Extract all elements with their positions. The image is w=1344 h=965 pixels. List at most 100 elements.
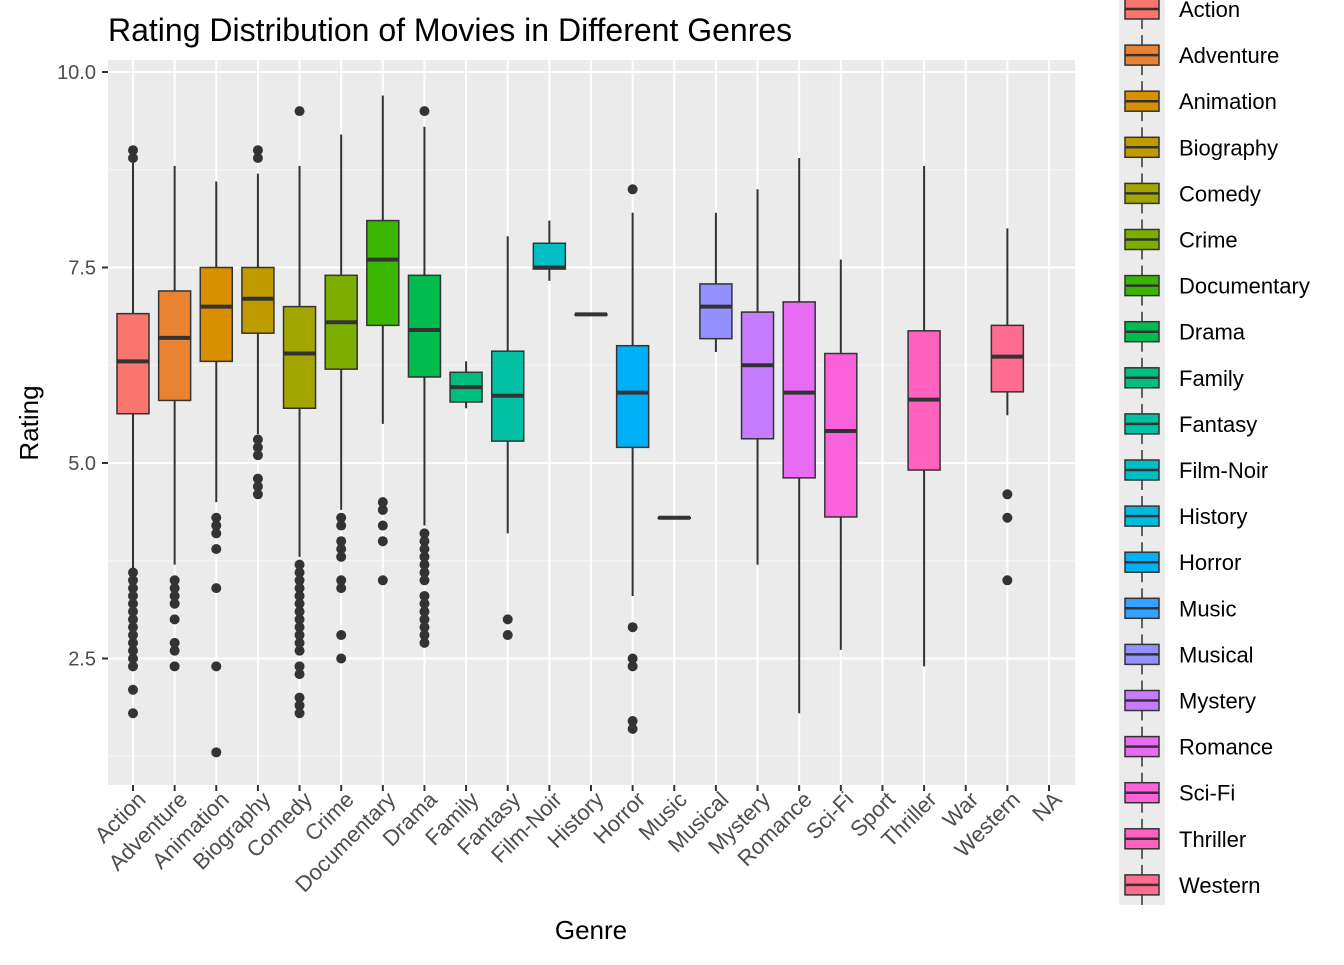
legend-item: Film-Noir (1124, 450, 1268, 490)
legend-label: Music (1179, 596, 1236, 621)
outlier-point (211, 512, 222, 523)
outlier-point (252, 450, 263, 461)
box-romance (782, 158, 816, 714)
y-tick-label: 5.0 (68, 453, 96, 475)
outlier-point (252, 442, 263, 453)
outlier-point (294, 598, 305, 609)
iqr-box (532, 242, 567, 270)
outlier-point (128, 614, 138, 625)
outlier-point (377, 504, 388, 515)
legend-label: Western (1179, 873, 1261, 898)
outlier-point (294, 669, 305, 680)
outlier-point (377, 520, 388, 531)
outlier-point (336, 512, 347, 523)
legend-item: Musical (1124, 634, 1254, 675)
box-musical (699, 212, 733, 352)
outlier-point (419, 622, 430, 633)
iqr-box (116, 312, 150, 415)
outlier-point (128, 661, 138, 672)
outlier-point (252, 481, 263, 492)
outlier-point (169, 661, 180, 672)
outlier-point (419, 575, 430, 586)
box-crime (324, 134, 358, 664)
legend-item: Biography (1124, 127, 1278, 168)
box-thriller (907, 165, 941, 667)
box-action (116, 145, 150, 719)
legend-label: Musical (1179, 642, 1254, 667)
iqr-box (740, 311, 775, 440)
legend-label: History (1179, 504, 1247, 529)
outlier-point (419, 590, 430, 601)
outlier-point (336, 551, 347, 562)
outlier-point (336, 575, 347, 586)
outlier-point (627, 723, 638, 734)
outlier-point (419, 544, 430, 555)
x-tick-label: Sci-Fi (801, 787, 858, 844)
legend-item: Thriller (1124, 818, 1246, 859)
outlier-point (336, 583, 347, 594)
outlier-point (128, 575, 138, 586)
outlier-point (419, 598, 430, 609)
outlier-point (128, 598, 138, 609)
outlier-point (419, 567, 430, 578)
outlier-point (294, 559, 305, 570)
legend-label: Adventure (1179, 43, 1279, 68)
outlier-point (377, 575, 388, 586)
outlier-point (294, 614, 305, 625)
outlier-point (211, 528, 222, 539)
legend-item: Romance (1124, 726, 1273, 767)
x-axis: ActionAdventureAnimationBiographyComedyC… (90, 785, 1067, 897)
outlier-point (294, 637, 305, 648)
outlier-point (419, 551, 430, 562)
outlier-point (1002, 575, 1013, 586)
y-axis: 2.5 5.0 7.5 10.0 (57, 62, 108, 671)
outlier-point (169, 614, 180, 625)
legend-label: Comedy (1179, 181, 1261, 206)
iqr-box (407, 274, 442, 378)
box-mystery (740, 189, 775, 565)
y-axis-title: Rating (14, 385, 44, 460)
iqr-box (366, 219, 400, 327)
outlier-point (294, 692, 305, 703)
outlier-point (169, 645, 180, 656)
box-horror (615, 184, 650, 734)
iqr-box (699, 283, 733, 340)
box-history (574, 312, 608, 317)
outlier-point (128, 637, 138, 648)
legend-label: Thriller (1179, 827, 1246, 852)
legend-item: Family (1124, 357, 1244, 398)
iqr-box (782, 301, 816, 479)
x-axis-title: Genre (555, 915, 627, 945)
outlier-point (294, 630, 305, 641)
outlier-point (128, 590, 138, 601)
outlier-point (252, 434, 263, 445)
outlier-point (128, 622, 138, 633)
outlier-point (419, 106, 430, 117)
outlier-point (627, 184, 638, 195)
legend-item: Animation (1124, 81, 1277, 122)
legend-label: Mystery (1179, 689, 1256, 714)
outlier-point (128, 684, 138, 695)
outlier-point (419, 606, 430, 617)
box-drama (407, 106, 442, 648)
outlier-point (211, 520, 222, 531)
y-tick-label: 2.5 (68, 649, 96, 671)
legend-item: Documentary (1124, 265, 1310, 306)
outlier-point (336, 520, 347, 531)
outlier-point (252, 145, 263, 156)
outlier-point (377, 536, 388, 547)
legend: Action Adventure Animation Biography Comedy C… (1119, 0, 1310, 905)
legend-label: Romance (1179, 735, 1273, 760)
legend-item: Drama (1124, 311, 1246, 352)
outlier-point (128, 583, 138, 594)
box-film-noir (532, 220, 567, 281)
y-tick-label: 7.5 (68, 258, 96, 280)
outlier-point (336, 544, 347, 555)
outlier-point (336, 536, 347, 547)
legend-label: Drama (1179, 320, 1246, 345)
outlier-point (169, 637, 180, 648)
outlier-point (294, 622, 305, 633)
outlier-point (419, 637, 430, 648)
legend-item: Comedy (1124, 173, 1261, 214)
outlier-point (128, 708, 138, 719)
